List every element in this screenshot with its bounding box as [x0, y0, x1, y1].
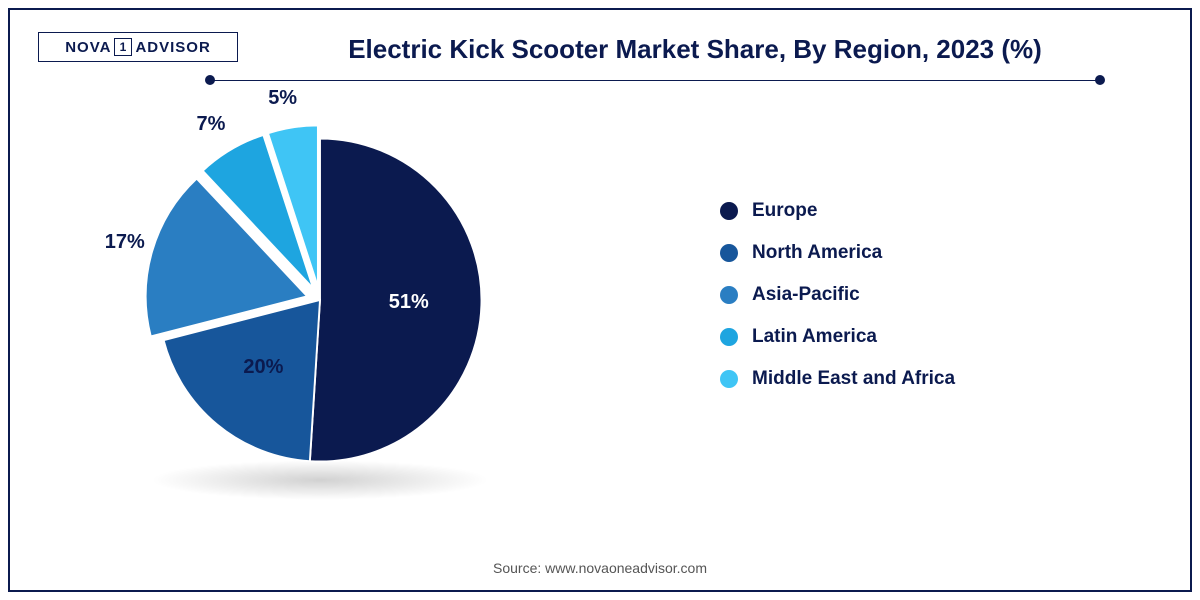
legend: Europe North America Asia-Pacific Latin Ame…: [720, 200, 955, 410]
pie-container: 51%20%17%7%5%: [130, 110, 510, 490]
legend-swatch-icon: [720, 244, 738, 262]
source-text: Source: www.novaoneadvisor.com: [10, 560, 1190, 576]
legend-item: Latin America: [720, 326, 955, 348]
logo-box-icon: 1: [114, 38, 132, 56]
slice-label: 17%: [105, 231, 145, 254]
legend-swatch-icon: [720, 286, 738, 304]
legend-item: Asia-Pacific: [720, 284, 955, 306]
chart-frame: NOVA 1 ADVISOR Electric Kick Scooter Mar…: [8, 8, 1192, 592]
logo-part1: NOVA: [65, 39, 111, 56]
slice-label: 5%: [268, 87, 297, 110]
slice-label: 51%: [389, 291, 429, 314]
slice-label: 7%: [197, 113, 226, 136]
chart-title: Electric Kick Scooter Market Share, By R…: [260, 34, 1130, 65]
legend-label: Asia-Pacific: [752, 284, 860, 306]
title-divider: [210, 80, 1100, 81]
pie-chart: 51%20%17%7%5%: [130, 110, 550, 530]
pie-svg: [130, 110, 510, 490]
legend-item: Middle East and Africa: [720, 368, 955, 390]
legend-label: Latin America: [752, 326, 877, 348]
brand-logo: NOVA 1 ADVISOR: [38, 32, 238, 62]
legend-swatch-icon: [720, 202, 738, 220]
legend-label: Middle East and Africa: [752, 368, 955, 390]
legend-swatch-icon: [720, 328, 738, 346]
legend-item: Europe: [720, 200, 955, 222]
legend-swatch-icon: [720, 370, 738, 388]
legend-label: Europe: [752, 200, 817, 222]
slice-label: 20%: [243, 356, 283, 379]
logo-part2: ADVISOR: [135, 39, 210, 56]
legend-label: North America: [752, 242, 882, 264]
legend-item: North America: [720, 242, 955, 264]
